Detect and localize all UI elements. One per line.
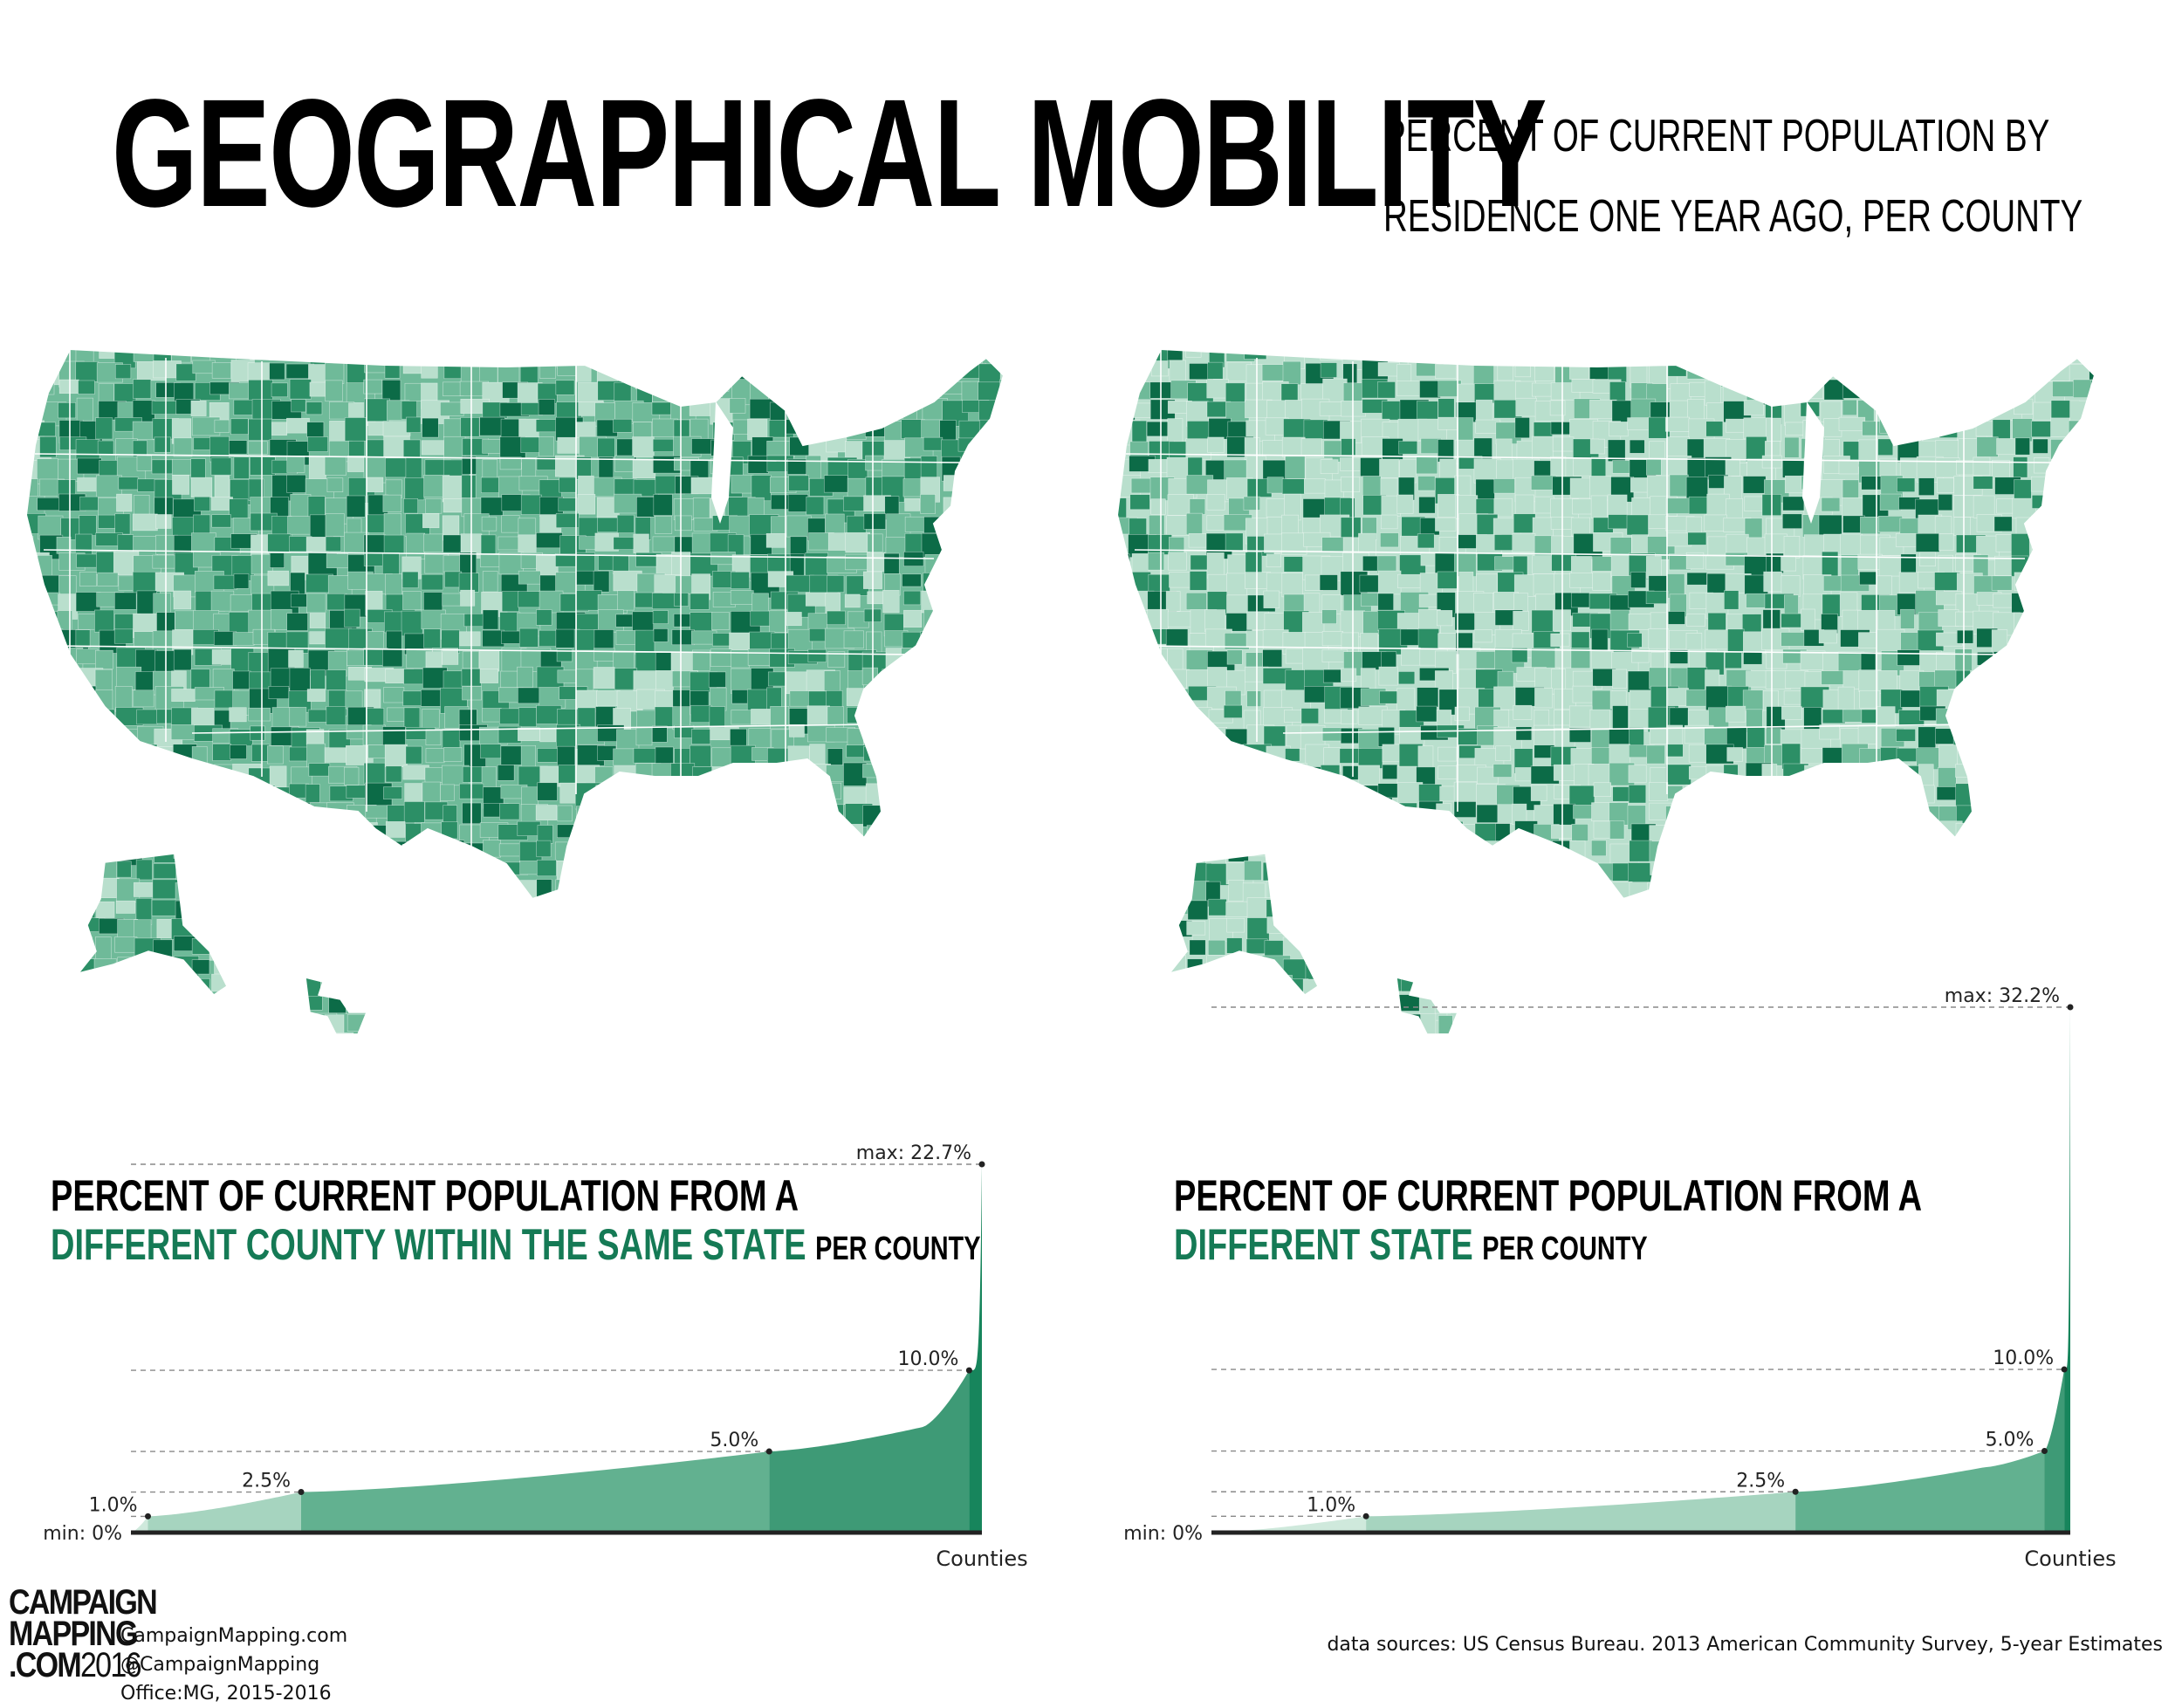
- threshold-point: [2067, 1004, 2074, 1011]
- threshold-point: [765, 1448, 772, 1455]
- distribution-band-4: [769, 1370, 970, 1533]
- chart-1-title-accent: DIFFERENT COUNTY WITHIN THE SAME STATE: [51, 1220, 806, 1269]
- page-subtitle: PERCENT OF CURRENT POPULATION BY RESIDEN…: [1383, 96, 2083, 257]
- us-outline: [1115, 347, 2096, 901]
- threshold-label: 1.0%: [1307, 1494, 1355, 1516]
- state-borders: [34, 349, 961, 847]
- campaign-mapping-logo: CAMPAIGN MAPPING .COM2016: [9, 1583, 158, 1684]
- threshold-label: 10.0%: [897, 1348, 958, 1370]
- threshold-label: min: 0%: [43, 1523, 122, 1545]
- x-axis-label: Counties: [2024, 1547, 2116, 1571]
- threshold-point: [145, 1513, 151, 1519]
- page-title: GEOGRAPHICAL MOBILITY: [112, 68, 1547, 239]
- logo-line-3: .COM: [9, 1646, 82, 1684]
- distribution-band-5: [969, 1164, 982, 1533]
- different-state-distribution-chart: min: 0% 1.0% 2.5% 5.0% 10.0% max: 32.2% Counti…: [1123, 985, 2116, 1571]
- logo-line-1: CAMPAIGN: [9, 1583, 158, 1622]
- threshold-label: 2.5%: [1736, 1470, 1785, 1492]
- hawaii-outline: [1396, 977, 1459, 1035]
- chart-2-title-line1: PERCENT OF CURRENT POPULATION FROM A: [1174, 1171, 1923, 1220]
- distribution-band-2: [1366, 1492, 1796, 1533]
- threshold-label: max: 32.2%: [1945, 985, 2060, 1007]
- great-lakes: [711, 401, 733, 524]
- same-state-map: [24, 347, 1005, 1035]
- threshold-label: 1.0%: [89, 1494, 138, 1516]
- logo-year: 2016: [79, 1646, 142, 1684]
- alaska-outline: [77, 853, 228, 996]
- different-state-map: [1115, 347, 2096, 1035]
- threshold-label: 5.0%: [1986, 1430, 2034, 1451]
- alaska-outline: [1168, 853, 1319, 996]
- map-counties: [26, 349, 1004, 1034]
- distribution-band-3: [301, 1451, 770, 1533]
- distribution-band-3: [1795, 1451, 2045, 1533]
- great-lakes: [1802, 401, 1824, 524]
- chart-2-title-accent: DIFFERENT STATE: [1174, 1220, 1473, 1269]
- distribution-band-1: [131, 1516, 148, 1533]
- threshold-point: [1362, 1513, 1369, 1519]
- logo-line-2: MAPPING: [9, 1615, 138, 1653]
- threshold-point: [965, 1367, 972, 1374]
- us-outline: [24, 347, 1005, 901]
- threshold-label: 10.0%: [1993, 1348, 2054, 1369]
- same-state-distribution-chart: min: 0% 1.0% 2.5% 5.0% 10.0% max: 22.7% Counti…: [43, 1142, 1027, 1571]
- threshold-point: [1792, 1488, 1799, 1495]
- x-axis-label: Counties: [936, 1547, 1027, 1571]
- distribution-band-5: [2064, 1007, 2070, 1533]
- credits-site-link[interactable]: CampaignMapping.com: [120, 1625, 348, 1647]
- threshold-label: 2.5%: [242, 1471, 291, 1492]
- state-borders: [1125, 349, 2052, 847]
- threshold-label: max: 22.7%: [856, 1142, 971, 1164]
- hawaii-outline: [305, 977, 368, 1035]
- subtitle-line-2: RESIDENCE ONE YEAR AGO, PER COUNTY: [1383, 191, 2083, 242]
- distribution-band-1: [1211, 1516, 1367, 1533]
- subtitle-line-1: PERCENT OF CURRENT POPULATION BY: [1383, 111, 2050, 161]
- data-sources-note: data sources: US Census Bureau. 2013 Ame…: [1327, 1634, 2163, 1656]
- credits: CampaignMapping.com @CampaignMapping Off…: [120, 1622, 347, 1708]
- threshold-point: [2061, 1366, 2068, 1373]
- chart-1-title-suffix: PER COUNTY: [815, 1231, 981, 1267]
- threshold-point: [2041, 1448, 2048, 1455]
- distribution-band-2: [148, 1492, 301, 1533]
- threshold-point: [298, 1489, 305, 1496]
- threshold-label: 5.0%: [710, 1430, 758, 1451]
- chart-1-heading: PERCENT OF CURRENT POPULATION FROM A DIF…: [51, 1171, 980, 1273]
- threshold-point: [978, 1161, 985, 1168]
- distribution-band-4: [2044, 1369, 2065, 1533]
- chart-1-title-line1: PERCENT OF CURRENT POPULATION FROM A: [51, 1171, 799, 1220]
- chart-2-heading: PERCENT OF CURRENT POPULATION FROM A DIF…: [1174, 1171, 1922, 1273]
- threshold-label: min: 0%: [1123, 1523, 1203, 1545]
- branding: CAMPAIGN MAPPING .COM2016: [9, 1583, 158, 1684]
- credits-office: Office:MG, 2015-2016: [120, 1683, 332, 1705]
- chart-2-title-suffix: PER COUNTY: [1482, 1231, 1648, 1267]
- credits-handle: @CampaignMapping: [120, 1654, 320, 1676]
